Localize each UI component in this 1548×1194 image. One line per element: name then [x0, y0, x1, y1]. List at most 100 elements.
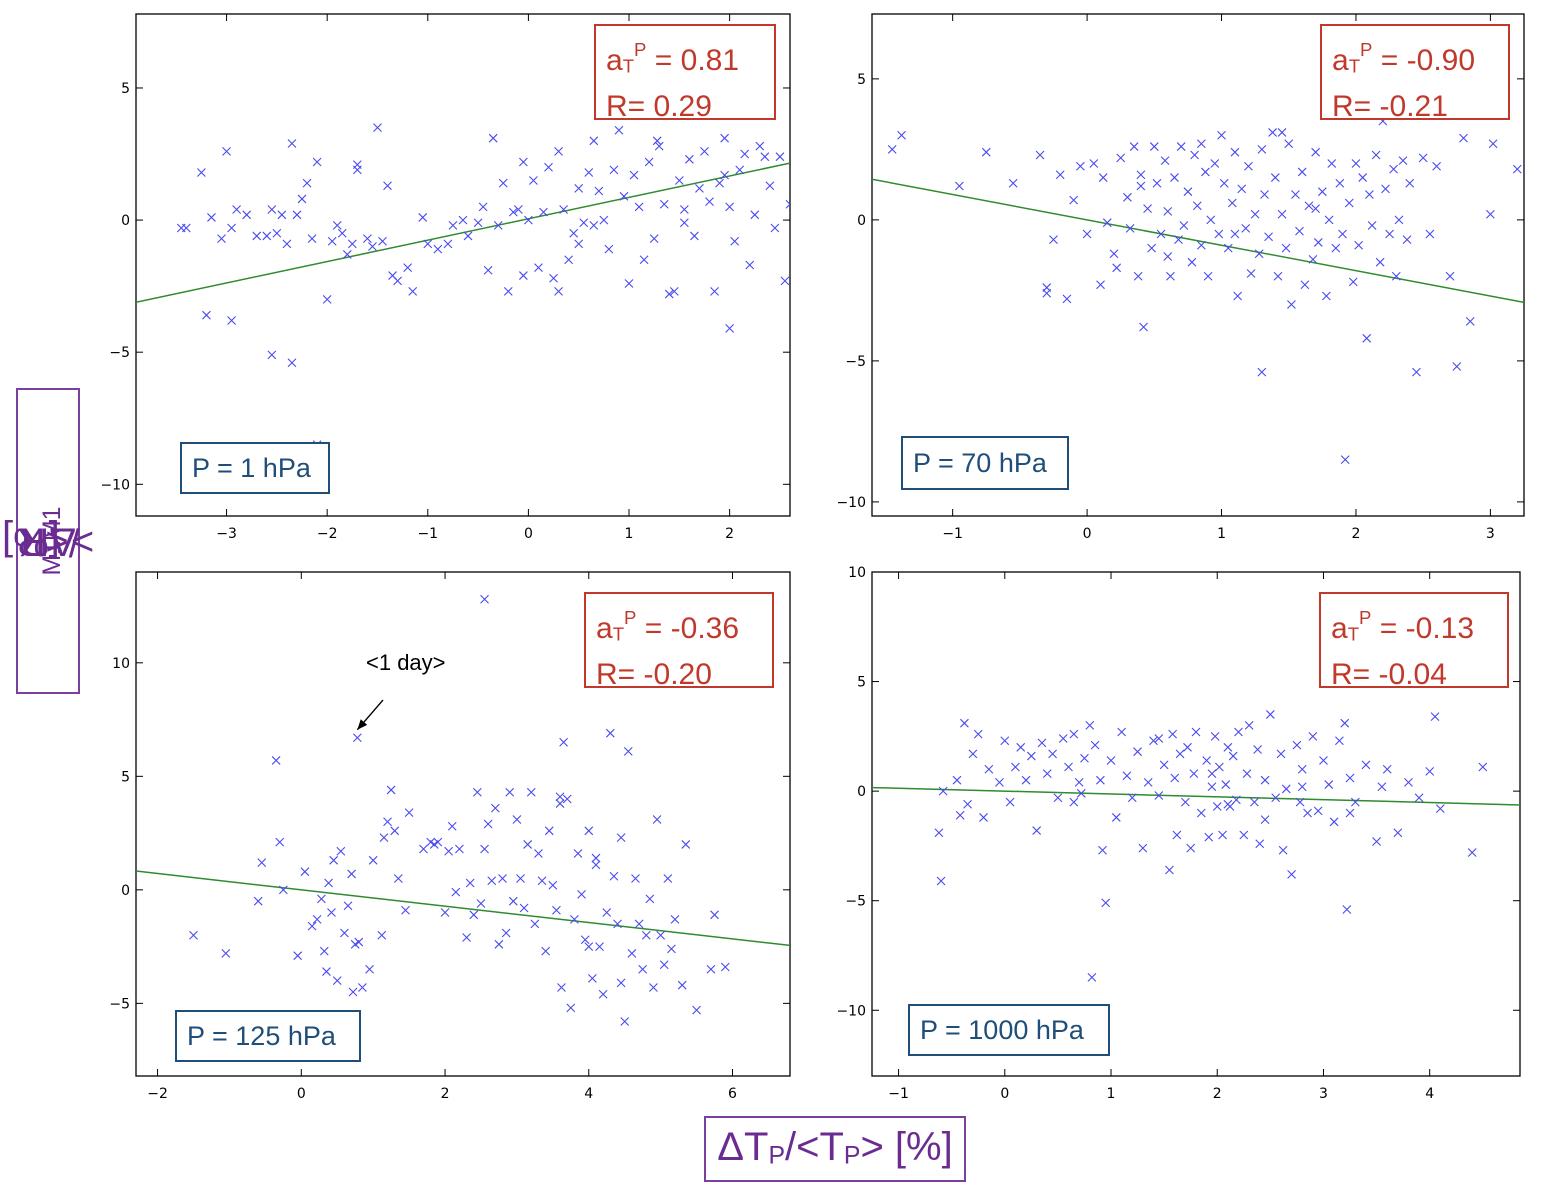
- regression-line: [136, 870, 790, 947]
- data-point: [1109, 249, 1119, 259]
- data-point: [1478, 762, 1488, 772]
- data-point: [1404, 777, 1413, 787]
- data-point: [272, 228, 282, 238]
- x-tick-label: 2: [725, 526, 734, 542]
- data-point: [706, 964, 716, 974]
- plot-frame: [135, 13, 791, 517]
- data-point: [1311, 147, 1321, 157]
- data-point: [674, 176, 684, 185]
- data-point: [544, 826, 554, 836]
- data-point: [197, 168, 206, 177]
- data-point: [765, 181, 775, 191]
- data-point: [232, 205, 242, 214]
- data-point: [293, 951, 303, 961]
- data-point: [725, 324, 735, 333]
- data-point: [641, 930, 651, 940]
- y-tick-label: −10: [836, 1003, 866, 1019]
- data-point: [1075, 161, 1085, 171]
- data-point: [1203, 271, 1213, 281]
- data-point: [1074, 777, 1084, 787]
- data-point: [1324, 215, 1334, 225]
- data-point: [1129, 142, 1139, 151]
- data-point: [559, 205, 569, 214]
- data-point: [1281, 243, 1291, 253]
- data-point: [1207, 769, 1217, 778]
- y-tick-label: −5: [109, 345, 130, 361]
- data-point: [623, 746, 633, 756]
- pressure-label-1hpa: P = 1 hPa: [180, 442, 330, 494]
- data-point: [1087, 973, 1097, 982]
- data-point: [440, 908, 450, 917]
- plot-area: [872, 116, 1524, 464]
- data-point: [934, 828, 944, 838]
- data-point: [1156, 229, 1166, 239]
- coef-subscript: T: [622, 55, 635, 77]
- data-point: [677, 980, 687, 990]
- data-point: [1048, 749, 1057, 759]
- data-point: [591, 853, 601, 863]
- data-point: [616, 833, 626, 843]
- data-point: [252, 231, 262, 241]
- data-point: [1008, 178, 1018, 188]
- regression-line: [872, 178, 1524, 304]
- x-label-mid: /<T: [784, 1125, 844, 1169]
- data-point: [378, 236, 387, 246]
- data-point: [995, 777, 1004, 787]
- data-point: [887, 144, 897, 154]
- data-point: [1149, 736, 1158, 746]
- data-point: [1358, 173, 1368, 182]
- data-point: [559, 737, 569, 747]
- coef-value: = -0.90: [1372, 43, 1476, 77]
- data-point: [373, 123, 382, 132]
- data-point: [1488, 139, 1498, 149]
- data-point: [1295, 226, 1304, 236]
- data-point: [1230, 147, 1240, 157]
- data-point: [700, 147, 709, 156]
- data-point: [584, 168, 594, 177]
- coef-value: = -0.36: [636, 611, 740, 645]
- x-tick-label: 2: [441, 1086, 450, 1102]
- data-point: [1381, 184, 1390, 194]
- data-point: [1265, 710, 1275, 719]
- data-point: [705, 197, 714, 206]
- data-point: [1152, 178, 1162, 188]
- data-point: [1345, 773, 1355, 783]
- data-point: [1000, 736, 1010, 746]
- data-point: [649, 234, 659, 243]
- data-point: [755, 141, 765, 151]
- data-point: [365, 964, 374, 974]
- data-point: [577, 889, 586, 899]
- data-point: [785, 199, 790, 209]
- data-point: [1335, 736, 1344, 746]
- data-point: [524, 215, 533, 225]
- y-tick-label: 0: [121, 883, 130, 899]
- x-label-sub2: P: [843, 1142, 861, 1170]
- data-point: [490, 803, 500, 813]
- data-point: [1250, 797, 1259, 807]
- data-point: [1340, 718, 1350, 728]
- data-point: [589, 136, 599, 146]
- data-point: [670, 914, 680, 924]
- coef-symbol: a: [1331, 611, 1348, 645]
- y-tick-label: −5: [845, 354, 866, 370]
- data-point: [574, 239, 584, 249]
- data-point: [549, 273, 558, 283]
- data-point: [649, 983, 658, 992]
- data-point: [1486, 209, 1495, 219]
- data-point: [1159, 760, 1169, 770]
- data-point: [363, 234, 372, 243]
- plot-frame: [871, 13, 1525, 517]
- data-point: [347, 239, 357, 249]
- data-point: [1116, 153, 1126, 163]
- data-point: [631, 874, 640, 883]
- data-point: [968, 749, 978, 759]
- data-point: [227, 316, 236, 325]
- one-day-annotation: <1 day>: [366, 650, 446, 675]
- data-point: [564, 255, 574, 265]
- data-point: [1202, 756, 1212, 765]
- data-point: [447, 821, 457, 831]
- data-point: [1214, 229, 1224, 239]
- data-point: [1465, 317, 1475, 326]
- data-point: [780, 276, 790, 286]
- y-tick-label: 10: [848, 565, 866, 581]
